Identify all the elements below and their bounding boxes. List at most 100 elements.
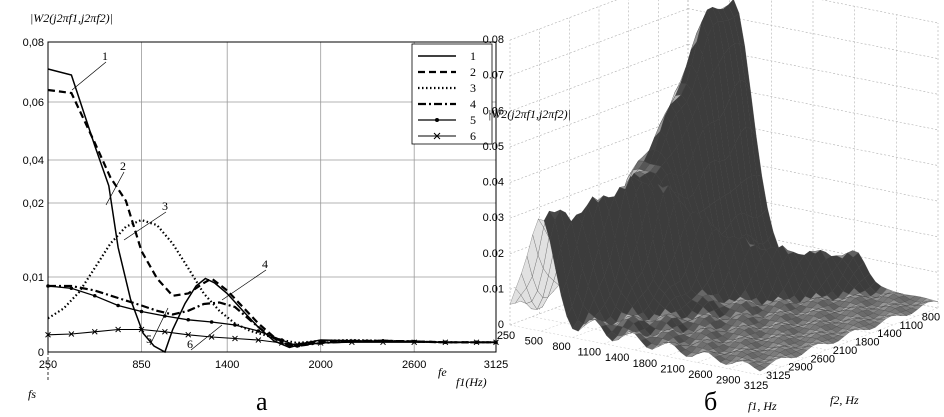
x-tick-label: 2000 (308, 359, 332, 371)
x-tick-label: 850 (132, 359, 150, 371)
legend-entry: 1 (418, 49, 476, 63)
f1-tick-label: 1100 (578, 347, 602, 359)
f1-tick-label: 800 (552, 341, 570, 353)
series-6 (45, 326, 499, 348)
wall-gridline (687, 115, 939, 166)
callout-1: 1 (71, 49, 108, 91)
f1-tick-labels: 250 500 800 1100 1400 1800 2100 2600 2900 3125 (497, 330, 768, 392)
data-point (233, 323, 237, 327)
surface-cell (754, 365, 766, 372)
f2-tick-label: 1400 (877, 328, 901, 340)
x-axis-label: f1(Hz) (456, 375, 487, 389)
legend-box (411, 43, 493, 145)
data-point (45, 331, 51, 338)
callout-label: 5 (146, 332, 152, 346)
data-point (162, 328, 168, 335)
wall-gridline (687, 79, 939, 131)
plot-frame (47, 41, 497, 353)
wall-gridline (687, 222, 939, 273)
series-3 (47, 218, 496, 345)
y-tick-label: 0,06 (23, 97, 44, 109)
f2-axis-label: f2, Hz (830, 393, 859, 407)
legend-entry: 2 (418, 65, 476, 79)
data-point (349, 339, 355, 346)
x-tick-label: 2600 (402, 359, 426, 371)
z-tick-label: 0.01 (483, 283, 504, 295)
callout-6: 6 (187, 324, 223, 351)
caption-b: б (704, 387, 717, 416)
x-end-marker: fe (438, 365, 447, 379)
data-point (116, 303, 120, 308)
y-tick-label: 0,01 (23, 272, 44, 284)
line-chart-panel: |W2(j2πf1,j2πf2)| 00,010,020,040,060,08 … (23, 11, 509, 416)
data-point (139, 309, 144, 314)
data-point (209, 320, 214, 324)
surface-cell (663, 342, 675, 344)
f1-tick-label: 500 (525, 336, 543, 348)
f1-tick-label: 2600 (688, 369, 712, 381)
f1-tick-label: 1800 (633, 358, 657, 370)
callout-4: 4 (221, 257, 268, 301)
x-tick-label: 3125 (484, 359, 508, 371)
z-tick-labels: 0 0.01 0.02 0.03 0.04 0.05 0.06 0.07 0.08 (483, 34, 504, 331)
legend-label: 1 (470, 49, 476, 63)
data-point (68, 331, 75, 337)
f2-tick-label: 800 (922, 311, 940, 323)
f1-tick-label: 2900 (716, 374, 740, 386)
callout-leader (221, 269, 267, 301)
callout-label: 2 (120, 159, 126, 173)
floor-gridline (509, 324, 761, 376)
callout-leader (71, 61, 107, 91)
data-point (186, 317, 191, 322)
legend-label: 6 (470, 129, 476, 143)
data-point (138, 326, 145, 333)
callout-label: 6 (187, 337, 193, 351)
f1-axis-label: f1, Hz (748, 399, 777, 413)
x-tick-label: 1400 (215, 359, 239, 371)
legend: 1 2 3 4 5 6 (411, 43, 493, 145)
z-tick-label: 0.07 (483, 70, 504, 82)
data-point (442, 339, 449, 346)
y-tick-label: 0,04 (23, 155, 44, 167)
wall-gridline (687, 150, 939, 202)
callout-2: 2 (105, 159, 126, 206)
x-tick-label: 250 (39, 359, 57, 371)
data-point (185, 331, 192, 338)
f1-tick-label: 1400 (605, 352, 629, 364)
legend-entry: 6 (418, 129, 476, 143)
series-line (47, 218, 496, 345)
f1-tick-label: 3125 (744, 380, 768, 392)
callout-leader (123, 211, 167, 241)
data-point (232, 335, 238, 342)
series-4 (48, 284, 496, 348)
callout-leader (105, 171, 125, 206)
z-tick-label: 0.03 (483, 212, 504, 224)
data-point (91, 328, 98, 335)
callout-label: 3 (162, 199, 168, 213)
legend-label: 2 (470, 65, 476, 79)
callout-leader (149, 307, 169, 346)
f2-tick-label: 2900 (788, 362, 812, 374)
f1-tick-label: 250 (497, 330, 515, 342)
legend-label: 3 (470, 81, 476, 95)
surface-chart-panel: |W2(j2πf1,j2πf2)| 00.010.020.030.040.050… (483, 0, 940, 416)
data-point (279, 338, 284, 342)
data-point (493, 339, 499, 346)
callout-label: 1 (102, 49, 108, 63)
legend-marker (433, 132, 441, 140)
curve-callouts: 1 2 3 4 5 6 (71, 49, 268, 351)
surface-title: |W2(j2πf1,j2πf2)| (488, 107, 571, 121)
data-point (256, 329, 261, 333)
f2-tick-label: 1100 (900, 320, 924, 332)
x-start-marker: fs (28, 387, 36, 401)
legend-marker (435, 118, 439, 122)
f2-tick-label: 3125 (766, 370, 790, 382)
callout-3: 3 (123, 199, 168, 241)
z-tick-label: 0.06 (483, 105, 504, 117)
legend-label: 4 (470, 97, 476, 111)
data-point (208, 334, 215, 340)
legend-label: 5 (470, 113, 476, 127)
y-tick-label: 0,02 (23, 198, 44, 210)
